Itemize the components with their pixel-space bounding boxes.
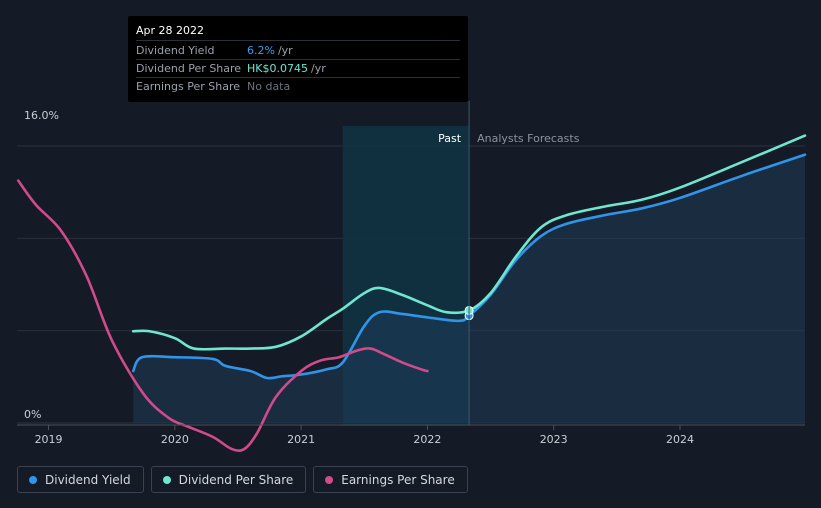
dividend-yield-area	[133, 154, 805, 423]
tooltip-row-earnings-per-share: Earnings Per Share No data	[136, 78, 460, 95]
x-tick-label: 2024	[666, 433, 694, 446]
legend-dot-icon	[29, 475, 37, 484]
chart-legend: Dividend Yield Dividend Per Share Earnin…	[17, 466, 475, 493]
legend-label: Dividend Per Share	[178, 472, 294, 487]
past-label: Past	[438, 132, 462, 145]
x-tick-label: 2019	[35, 433, 63, 446]
tooltip-label: Dividend Per Share	[136, 62, 242, 75]
tooltip-label: Dividend Yield	[136, 44, 215, 57]
series-fills	[133, 154, 805, 423]
y-tick-label-bottom: 0%	[24, 408, 41, 421]
series-lines	[16, 134, 807, 452]
x-tick-label: 2022	[413, 433, 441, 446]
legend-label: Earnings Per Share	[341, 472, 455, 487]
legend-dot-icon	[325, 475, 334, 484]
tooltip-value: HK$0.0745	[247, 62, 308, 75]
x-axis-ticks: 2019 2020 2021 2022 2023 2024	[35, 425, 694, 446]
dividend-yield-line	[131, 153, 807, 380]
tooltip-unit: /yr	[310, 62, 326, 75]
dividend-per-share-line	[131, 134, 807, 351]
tooltip-row-dividend-yield: Dividend Yield 6.2% /yr	[136, 42, 460, 60]
forecast-label: Analysts Forecasts	[477, 132, 580, 145]
tooltip-value: No data	[247, 80, 291, 93]
x-tick-label: 2023	[540, 433, 568, 446]
y-tick-label-top: 16.0%	[24, 109, 59, 122]
earnings-per-share-line	[16, 179, 429, 452]
tooltip-date: Apr 28 2022	[136, 22, 460, 41]
legend-item-dividend-per-share[interactable]: Dividend Per Share	[150, 466, 307, 493]
tooltip-row-dividend-per-share: Dividend Per Share HK$0.0745 /yr	[136, 60, 460, 78]
legend-label: Dividend Yield	[45, 472, 131, 487]
tooltip-value: 6.2%	[247, 44, 275, 57]
legend-item-dividend-yield[interactable]: Dividend Yield	[17, 466, 144, 493]
legend-dot-icon	[162, 475, 171, 484]
legend-item-earnings-per-share[interactable]: Earnings Per Share	[313, 466, 468, 493]
tooltip-unit: /yr	[277, 44, 293, 57]
hover-tooltip: Apr 28 2022 Dividend Yield 6.2% /yr Divi…	[128, 16, 468, 102]
tooltip-label: Earnings Per Share	[136, 80, 241, 93]
x-tick-label: 2021	[287, 433, 315, 446]
x-tick-label: 2020	[161, 433, 189, 446]
